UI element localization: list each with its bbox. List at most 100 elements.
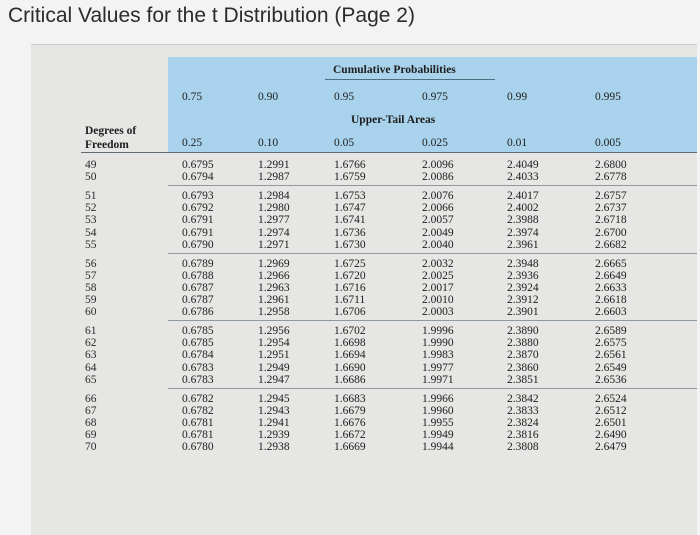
degrees-of-freedom-cell: 63	[85, 349, 97, 362]
critical-value-cell: 0.6785	[182, 325, 214, 338]
critical-value-cell: 1.2949	[258, 361, 290, 374]
critical-value-cell: 1.2974	[258, 226, 290, 239]
critical-value-cell: 1.2947	[258, 373, 290, 386]
critical-value-cell: 2.6603	[595, 306, 627, 319]
cum-prob-header: 0.99	[507, 91, 528, 103]
critical-value-cell: 1.9966	[422, 392, 454, 405]
critical-value-cell: 1.6694	[334, 349, 366, 362]
critical-value-cell: 2.6700	[595, 226, 627, 239]
upper-tail-header: 0.025	[422, 137, 448, 149]
critical-value-cell: 0.6788	[182, 269, 214, 282]
critical-value-cell: 1.9996	[422, 325, 454, 338]
degrees-of-freedom-cell: 54	[85, 226, 97, 239]
critical-value-cell: 2.3912	[507, 294, 539, 306]
critical-value-cell: 2.0032	[422, 257, 454, 270]
critical-value-cell: 1.2963	[258, 281, 290, 294]
critical-value-cell: 1.9960	[422, 404, 454, 417]
critical-value-cell: 2.3948	[507, 257, 539, 270]
critical-value-cell: 0.6780	[182, 441, 214, 454]
critical-value-cell: 1.2943	[258, 404, 290, 417]
critical-value-cell: 2.6561	[595, 349, 627, 362]
group-divider	[168, 320, 697, 322]
critical-value-cell: 2.0040	[422, 238, 454, 251]
degrees-of-freedom-cell: 56	[85, 257, 97, 270]
critical-value-cell: 2.3824	[507, 416, 539, 429]
critical-value-cell: 2.3808	[507, 441, 539, 454]
critical-value-cell: 0.6791	[182, 214, 214, 227]
critical-value-cell: 2.6718	[595, 214, 627, 227]
critical-value-cell: 2.3851	[507, 373, 539, 386]
degrees-of-freedom-cell: 61	[85, 325, 97, 338]
critical-value-cell: 2.6800	[595, 159, 627, 171]
critical-value-cell: 2.3890	[507, 325, 539, 338]
critical-value-cell: 1.6672	[334, 429, 366, 441]
header-band	[168, 57, 697, 152]
critical-value-cell: 1.6720	[334, 269, 366, 282]
critical-value-cell: 0.6791	[182, 226, 214, 239]
critical-value-cell: 2.6524	[595, 392, 627, 405]
degrees-of-freedom-cell: 55	[85, 238, 97, 251]
degrees-of-freedom-cell: 53	[85, 214, 97, 227]
critical-value-cell: 2.0010	[422, 294, 454, 306]
page-title: Critical Values for the t Distribution (…	[8, 4, 415, 27]
degrees-of-freedom-cell: 59	[85, 294, 97, 306]
degrees-of-freedom-cell: 64	[85, 361, 97, 374]
critical-value-cell: 2.3833	[507, 404, 539, 417]
upper-tail-header: 0.01	[507, 137, 528, 149]
critical-value-cell: 2.0096	[422, 159, 454, 171]
critical-value-cell: 0.6790	[182, 238, 214, 251]
critical-value-cell: 0.6787	[182, 281, 214, 294]
critical-value-cell: 2.6575	[595, 337, 627, 350]
critical-value-cell: 0.6789	[182, 257, 214, 270]
critical-value-cell: 1.2939	[258, 429, 290, 441]
critical-value-cell: 2.6757	[595, 190, 627, 203]
critical-value-cell: 2.6490	[595, 429, 627, 441]
critical-value-cell: 2.4033	[507, 171, 539, 184]
degrees-of-freedom-cell: 52	[85, 202, 97, 215]
degrees-of-freedom-label: Degrees of	[85, 125, 137, 137]
cumulative-probabilities-label: Cumulative Probabilities	[333, 64, 456, 76]
critical-value-cell: 0.6782	[182, 392, 214, 405]
critical-value-cell: 2.6501	[595, 416, 627, 429]
degrees-of-freedom-cell: 68	[85, 416, 97, 429]
degrees-of-freedom-cell: 70	[85, 441, 97, 454]
critical-value-cell: 2.6633	[595, 281, 627, 294]
critical-value-cell: 1.9955	[422, 416, 454, 429]
cum-prob-header: 0.995	[595, 91, 621, 103]
critical-value-cell: 2.0049	[422, 226, 454, 239]
critical-value-cell: 2.6589	[595, 325, 627, 338]
critical-value-cell: 1.6730	[334, 238, 366, 251]
critical-value-cell: 0.6783	[182, 373, 214, 386]
critical-value-cell: 1.6683	[334, 392, 366, 405]
critical-value-cell: 2.3988	[507, 214, 539, 227]
critical-value-cell: 0.6787	[182, 294, 214, 306]
upper-tail-header: 0.005	[595, 137, 621, 149]
critical-value-cell: 1.6706	[334, 306, 366, 319]
critical-value-cell: 0.6782	[182, 404, 214, 417]
critical-value-cell: 1.6676	[334, 416, 366, 429]
cum-prob-header: 0.975	[422, 91, 448, 103]
critical-value-cell: 2.6479	[595, 441, 627, 454]
critical-value-cell: 1.6686	[334, 373, 366, 386]
upper-tail-areas-label: Upper-Tail Areas	[351, 114, 436, 126]
critical-value-cell: 2.6737	[595, 202, 627, 215]
critical-value-cell: 1.6669	[334, 441, 366, 454]
critical-value-cell: 2.3974	[507, 226, 539, 239]
cum-prob-header: 0.90	[258, 91, 279, 103]
group-divider	[168, 387, 697, 389]
critical-value-cell: 0.6781	[182, 416, 214, 429]
critical-value-cell: 2.0017	[422, 281, 454, 294]
cum-prob-header: 0.75	[182, 91, 203, 103]
critical-value-cell: 1.2956	[258, 325, 290, 338]
header-bottom-rule	[81, 152, 697, 153]
degrees-of-freedom-cell: 66	[85, 392, 97, 405]
degrees-of-freedom-cell: 62	[85, 337, 97, 350]
critical-value-cell: 2.0057	[422, 214, 454, 227]
critical-value-cell: 1.6741	[334, 214, 366, 227]
critical-value-cell: 1.9983	[422, 349, 454, 362]
critical-value-cell: 2.6536	[595, 373, 627, 386]
critical-value-cell: 0.6786	[182, 306, 214, 319]
critical-value-cell: 2.4017	[507, 190, 539, 203]
critical-value-cell: 1.6753	[334, 190, 366, 203]
critical-value-cell: 1.6711	[334, 294, 366, 306]
